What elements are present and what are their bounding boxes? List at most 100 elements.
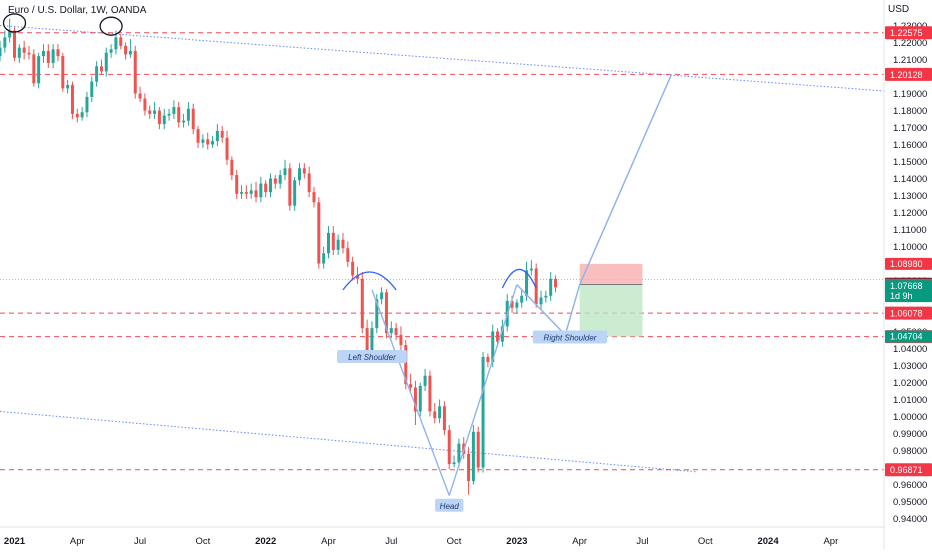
- candle-body: [341, 239, 345, 249]
- price-badge: [885, 330, 932, 343]
- candle-body: [384, 292, 388, 334]
- candle-body: [418, 385, 422, 412]
- price-tick-label: 0.99000: [893, 429, 927, 440]
- candle-body: [3, 37, 7, 48]
- time-tick-label: Apr: [823, 536, 838, 547]
- candle-body: [297, 168, 301, 181]
- candle-body: [244, 192, 248, 194]
- candle-body: [510, 300, 514, 308]
- price-tick-label: 1.04000: [893, 344, 927, 355]
- candle-body: [32, 54, 36, 84]
- price-badge: [885, 280, 932, 303]
- candle-body: [428, 375, 432, 412]
- time-tick-label: Apr: [70, 536, 85, 547]
- time-tick-label: Oct: [195, 536, 210, 547]
- candle-body: [409, 384, 413, 388]
- price-tick-label: 1.00000: [893, 412, 927, 423]
- candle-body: [114, 37, 118, 50]
- price-level-badge-text: 1.22575: [890, 28, 923, 38]
- price-tick-label: 1.11000: [893, 225, 927, 236]
- candle-body: [413, 387, 417, 412]
- candle-body: [355, 275, 359, 279]
- price-tick-label: 1.22000: [893, 38, 927, 49]
- projection-path: [516, 73, 673, 337]
- candle-body: [230, 159, 234, 176]
- annotation-label: Head: [440, 502, 460, 511]
- time-tick-label: 2024: [757, 536, 779, 547]
- price-tick-label: 1.01000: [893, 395, 927, 406]
- currency-label: USD: [888, 4, 909, 15]
- candle-body: [331, 232, 335, 250]
- candle-body: [312, 192, 316, 203]
- time-tick-label: Jul: [636, 536, 648, 547]
- candle-body: [17, 47, 21, 58]
- candle-body: [554, 278, 558, 288]
- time-tick-label: Apr: [572, 536, 587, 547]
- candle-body: [317, 202, 321, 264]
- price-level-badge: [885, 306, 932, 320]
- annotation-label-bg: [435, 498, 464, 512]
- highlight-circle: [2, 13, 27, 33]
- candle-body: [12, 30, 16, 58]
- price-axis[interactable]: 1.230001.220001.210001.200001.190001.180…: [883, 0, 932, 550]
- candle-body: [177, 107, 181, 123]
- time-axis[interactable]: 2021 Apr Jul Oct 2022 Apr Jul Oct 2023 Apr Jul Oct 2…: [0, 526, 884, 547]
- trendlines: [0, 25, 885, 473]
- price-tick-label: 0.95000: [893, 497, 927, 508]
- annotation-label-bg: [337, 350, 407, 363]
- trendline: [0, 25, 885, 92]
- candle-body: [264, 183, 268, 193]
- candle-body: [191, 108, 195, 130]
- time-tick-label: 2021: [4, 536, 26, 547]
- candle-body: [500, 326, 504, 342]
- price-tick-label: 1.14000: [893, 174, 927, 185]
- candle-body: [138, 93, 142, 99]
- time-tick-label: 2022: [255, 536, 276, 547]
- candle-body: [124, 45, 128, 55]
- annotation-label: Left Shoulder: [348, 353, 396, 362]
- time-tick-label: Jul: [134, 536, 146, 547]
- stop-loss-zone: [579, 263, 643, 285]
- trendline: [0, 410, 696, 473]
- shoulder-arc: [501, 269, 537, 289]
- take-profit-zone: [579, 284, 643, 337]
- price-tick-label: 1.21000: [893, 55, 927, 66]
- candle-body: [182, 120, 186, 123]
- price-tick-label: 0.94000: [893, 514, 927, 525]
- candle-body: [293, 180, 297, 206]
- candle-body: [153, 110, 157, 114]
- price-badge-text: 1.04704: [890, 332, 923, 342]
- candle-body: [109, 49, 113, 53]
- candle-body: [351, 261, 355, 276]
- time-tick-label: Apr: [321, 536, 336, 547]
- candle-body: [211, 141, 215, 145]
- candle-body: [539, 297, 543, 305]
- pattern-line: [371, 289, 450, 496]
- candle-body: [70, 85, 74, 114]
- candle-body: [240, 192, 244, 194]
- price-levels: [0, 32, 884, 471]
- price-tick-label: 1.15000: [893, 157, 927, 168]
- price-level-badge-text: 1.20128: [890, 70, 923, 80]
- price-badge-text: 1.07668: [890, 281, 923, 291]
- time-tick-label: 2023: [506, 536, 527, 547]
- candle-body: [269, 178, 273, 193]
- candle-body: [128, 51, 132, 55]
- highlight-circle: [99, 16, 123, 36]
- candle-body: [389, 328, 393, 334]
- candle-body: [549, 278, 553, 296]
- candle-body: [95, 66, 99, 82]
- price-tick-label: 1.03000: [893, 361, 927, 372]
- candle-body: [520, 295, 524, 303]
- price-tick-label: 1.10000: [893, 242, 927, 253]
- trade-box[interactable]: [579, 263, 643, 337]
- price-tick-label: 0.98000: [893, 446, 927, 457]
- candle-body: [365, 328, 369, 354]
- drawings: Left Shoulder Head Right Shoulder: [2, 13, 673, 512]
- candle-body: [167, 113, 171, 116]
- price-badge-text: 1.08980: [890, 259, 923, 269]
- candle-body: [457, 443, 461, 463]
